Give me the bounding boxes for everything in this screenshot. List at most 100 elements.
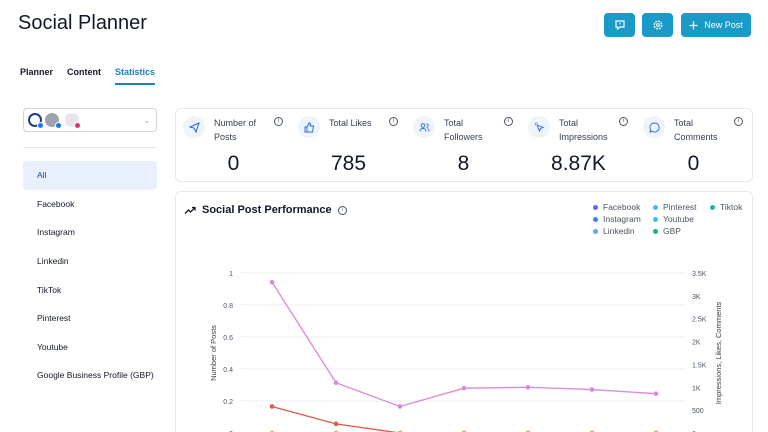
legend-item-instagram[interactable]: Instagram	[593, 214, 641, 224]
stat-value: 8	[457, 152, 470, 175]
data-point	[653, 391, 659, 396]
y-tick-label: 0.6	[223, 335, 233, 342]
gear-icon	[653, 20, 662, 30]
sidebar-item-pinterest[interactable]: Pinterest	[37, 313, 71, 324]
stat-total-followers: Total Followers i 8	[406, 109, 521, 183]
legend-item-tiktok[interactable]: Tiktok	[710, 202, 742, 212]
header: Social Planner New Post	[0, 0, 768, 52]
legend-item-gbp[interactable]: GBP	[653, 226, 681, 236]
y-tick-label: 1	[229, 271, 233, 278]
stat-label: Total Likes	[329, 118, 372, 128]
y2-tick-label: 500	[692, 408, 704, 415]
stat-label: Total Comments	[674, 118, 718, 142]
sidebar-item-gbp[interactable]: Google Business Profile (GBP)	[37, 370, 154, 381]
data-point	[333, 380, 339, 386]
legend-swatch	[653, 228, 658, 234]
data-point	[269, 404, 275, 409]
legend-item-pinterest[interactable]: Pinterest	[653, 202, 697, 212]
performance-title: Social Post Performance i	[184, 204, 347, 216]
data-point	[461, 385, 467, 391]
new-post-button[interactable]: New Post	[681, 13, 751, 37]
info-icon[interactable]: i	[734, 117, 743, 126]
data-point	[589, 387, 595, 392]
legend-swatch	[710, 204, 715, 210]
legend-label: Youtube	[663, 214, 694, 224]
legend-swatch	[593, 204, 598, 210]
info-icon[interactable]: i	[274, 117, 283, 126]
stat-value: 0	[687, 152, 700, 175]
settings-button[interactable]	[642, 13, 673, 37]
new-post-label: New Post	[704, 20, 743, 30]
stat-value: 785	[330, 152, 367, 175]
stat-total-likes: Total Likes i 785	[291, 109, 406, 183]
data-point	[269, 279, 275, 285]
sidebar-item-tiktok[interactable]: TikTok	[37, 284, 62, 295]
facebook-badge-icon	[37, 122, 44, 129]
page-title: Social Planner	[18, 12, 147, 34]
legend-label: Pinterest	[663, 202, 697, 212]
legend-item-linkedin[interactable]: Linkedin	[593, 226, 635, 236]
y2-tick-label: 3.5K	[692, 271, 707, 278]
tab-bar: Planner Content Statistics	[20, 64, 156, 86]
legend-label: Facebook	[603, 202, 641, 212]
platform-list: All Facebook Instagram Linkedin TikTok P…	[23, 161, 157, 390]
info-icon[interactable]: i	[619, 117, 628, 126]
legend-label: Instagram	[603, 214, 641, 224]
data-point	[397, 404, 403, 409]
sidebar-item-facebook[interactable]: Facebook	[37, 198, 75, 209]
stat-label: Total Followers	[444, 118, 483, 142]
tab-content[interactable]: Content	[67, 67, 102, 77]
sidebar-item-instagram[interactable]: Instagram	[37, 227, 75, 238]
y2-tick-label: 3K	[692, 294, 701, 301]
performance-title-text: Social Post Performance	[202, 204, 332, 216]
stat-number-of-posts: Number of Posts i 0	[176, 109, 291, 183]
series-line	[271, 405, 398, 432]
sidebar: ⌄ All Facebook Instagram Linkedin TikTok…	[0, 95, 170, 432]
y2-tick-label: 2.5K	[692, 317, 707, 324]
tab-planner[interactable]: Planner	[20, 67, 54, 77]
stat-label: Total Impressions	[559, 118, 608, 142]
users-icon	[413, 116, 435, 138]
y-tick-label: 0.2	[223, 399, 233, 406]
stat-value: 8.87K	[551, 152, 606, 175]
legend-swatch	[593, 228, 598, 234]
y2-tick-label: 2K	[692, 340, 701, 347]
y-axis-label: Number of Posts	[209, 325, 218, 381]
y2-axis-label: Impressions, Likes, Comments	[714, 301, 723, 404]
sidebar-item-all[interactable]: All	[23, 161, 157, 190]
info-icon[interactable]: i	[389, 117, 398, 126]
divider	[23, 147, 157, 148]
performance-chart: 10.80.60.40.203.5K3K2.5K2K1.5K1K5000Numb…	[209, 271, 723, 432]
y-tick-label: 0.8	[223, 303, 233, 310]
send-icon	[183, 116, 205, 138]
trending-up-icon	[184, 206, 196, 214]
legend-swatch	[593, 216, 598, 222]
legend-swatch	[653, 216, 658, 222]
feedback-button[interactable]	[604, 13, 635, 37]
tab-statistics[interactable]: Statistics	[115, 64, 156, 85]
sidebar-item-youtube[interactable]: Youtube	[37, 341, 68, 352]
info-icon[interactable]: i	[504, 117, 513, 126]
account-select[interactable]: ⌄	[23, 108, 157, 132]
message-icon	[643, 116, 665, 138]
sidebar-item-linkedin[interactable]: Linkedin	[37, 256, 69, 267]
y-tick-label: 0.4	[223, 367, 233, 374]
performance-card: Social Post Performance i Facebook Pinte…	[175, 191, 753, 432]
legend-item-facebook[interactable]: Facebook	[593, 202, 640, 212]
legend-label: GBP	[663, 226, 681, 236]
stat-total-comments: Total Comments i 0	[636, 109, 751, 183]
facebook-badge-icon	[55, 122, 62, 129]
y2-tick-label: 1K	[692, 385, 701, 392]
y2-tick-label: 1.5K	[692, 362, 707, 369]
data-point	[333, 421, 339, 427]
stat-value: 0	[227, 152, 240, 175]
chevron-down-icon: ⌄	[143, 116, 150, 125]
chat-icon	[614, 20, 625, 31]
legend-label: Tiktok	[720, 202, 743, 212]
info-icon[interactable]: i	[337, 205, 347, 215]
cursor-click-icon	[528, 116, 550, 138]
legend-item-youtube[interactable]: Youtube	[653, 214, 694, 224]
legend-label: Linkedin	[603, 226, 635, 236]
plus-icon	[689, 21, 698, 29]
stat-label: Number of Posts	[214, 118, 257, 142]
